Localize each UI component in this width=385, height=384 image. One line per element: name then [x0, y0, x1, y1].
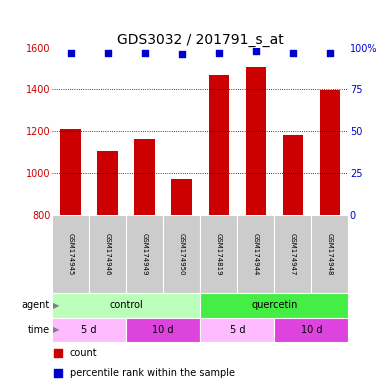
Bar	[126, 215, 163, 293]
Bar	[311, 215, 348, 293]
Text: quercetin: quercetin	[251, 300, 298, 311]
Bar	[320, 90, 340, 215]
Point	[253, 48, 259, 54]
Text: 10 d: 10 d	[152, 324, 174, 335]
Text: control: control	[109, 300, 143, 311]
Point	[216, 50, 222, 56]
Bar	[274, 318, 348, 342]
Text: 10 d: 10 d	[301, 324, 322, 335]
Point	[55, 350, 61, 356]
Bar	[200, 293, 348, 318]
Bar	[283, 135, 303, 215]
Bar	[126, 318, 200, 342]
Text: ▶: ▶	[53, 325, 60, 334]
Text: GSM174945: GSM174945	[67, 233, 74, 275]
Bar	[52, 215, 89, 293]
Bar	[209, 75, 229, 215]
Point	[179, 51, 185, 57]
Text: 5 d: 5 d	[81, 324, 97, 335]
Text: count: count	[70, 348, 97, 358]
Text: GSM174949: GSM174949	[142, 233, 147, 275]
Title: GDS3032 / 201791_s_at: GDS3032 / 201791_s_at	[117, 33, 284, 46]
Bar	[89, 215, 126, 293]
Bar	[274, 215, 311, 293]
Point	[67, 50, 74, 56]
Bar	[246, 68, 266, 215]
Text: GSM174947: GSM174947	[290, 233, 296, 275]
Text: percentile rank within the sample: percentile rank within the sample	[70, 368, 235, 378]
Bar	[60, 129, 81, 215]
Bar	[163, 215, 200, 293]
Text: ▶: ▶	[53, 301, 60, 310]
Text: GSM174946: GSM174946	[105, 233, 110, 275]
Text: GSM174819: GSM174819	[216, 233, 222, 275]
Point	[104, 50, 110, 56]
Text: agent: agent	[22, 300, 50, 311]
Bar	[52, 293, 200, 318]
Bar	[134, 139, 155, 215]
Text: GSM174944: GSM174944	[253, 233, 259, 275]
Point	[55, 370, 61, 376]
Point	[290, 50, 296, 56]
Text: time: time	[28, 324, 50, 335]
Bar	[200, 318, 274, 342]
Point	[327, 50, 333, 56]
Bar	[200, 215, 237, 293]
Bar	[171, 179, 192, 215]
Bar	[52, 318, 126, 342]
Text: GSM174950: GSM174950	[179, 233, 185, 275]
Bar	[97, 151, 118, 215]
Point	[142, 50, 148, 56]
Text: GSM174948: GSM174948	[327, 233, 333, 275]
Text: 5 d: 5 d	[229, 324, 245, 335]
Bar	[237, 215, 274, 293]
